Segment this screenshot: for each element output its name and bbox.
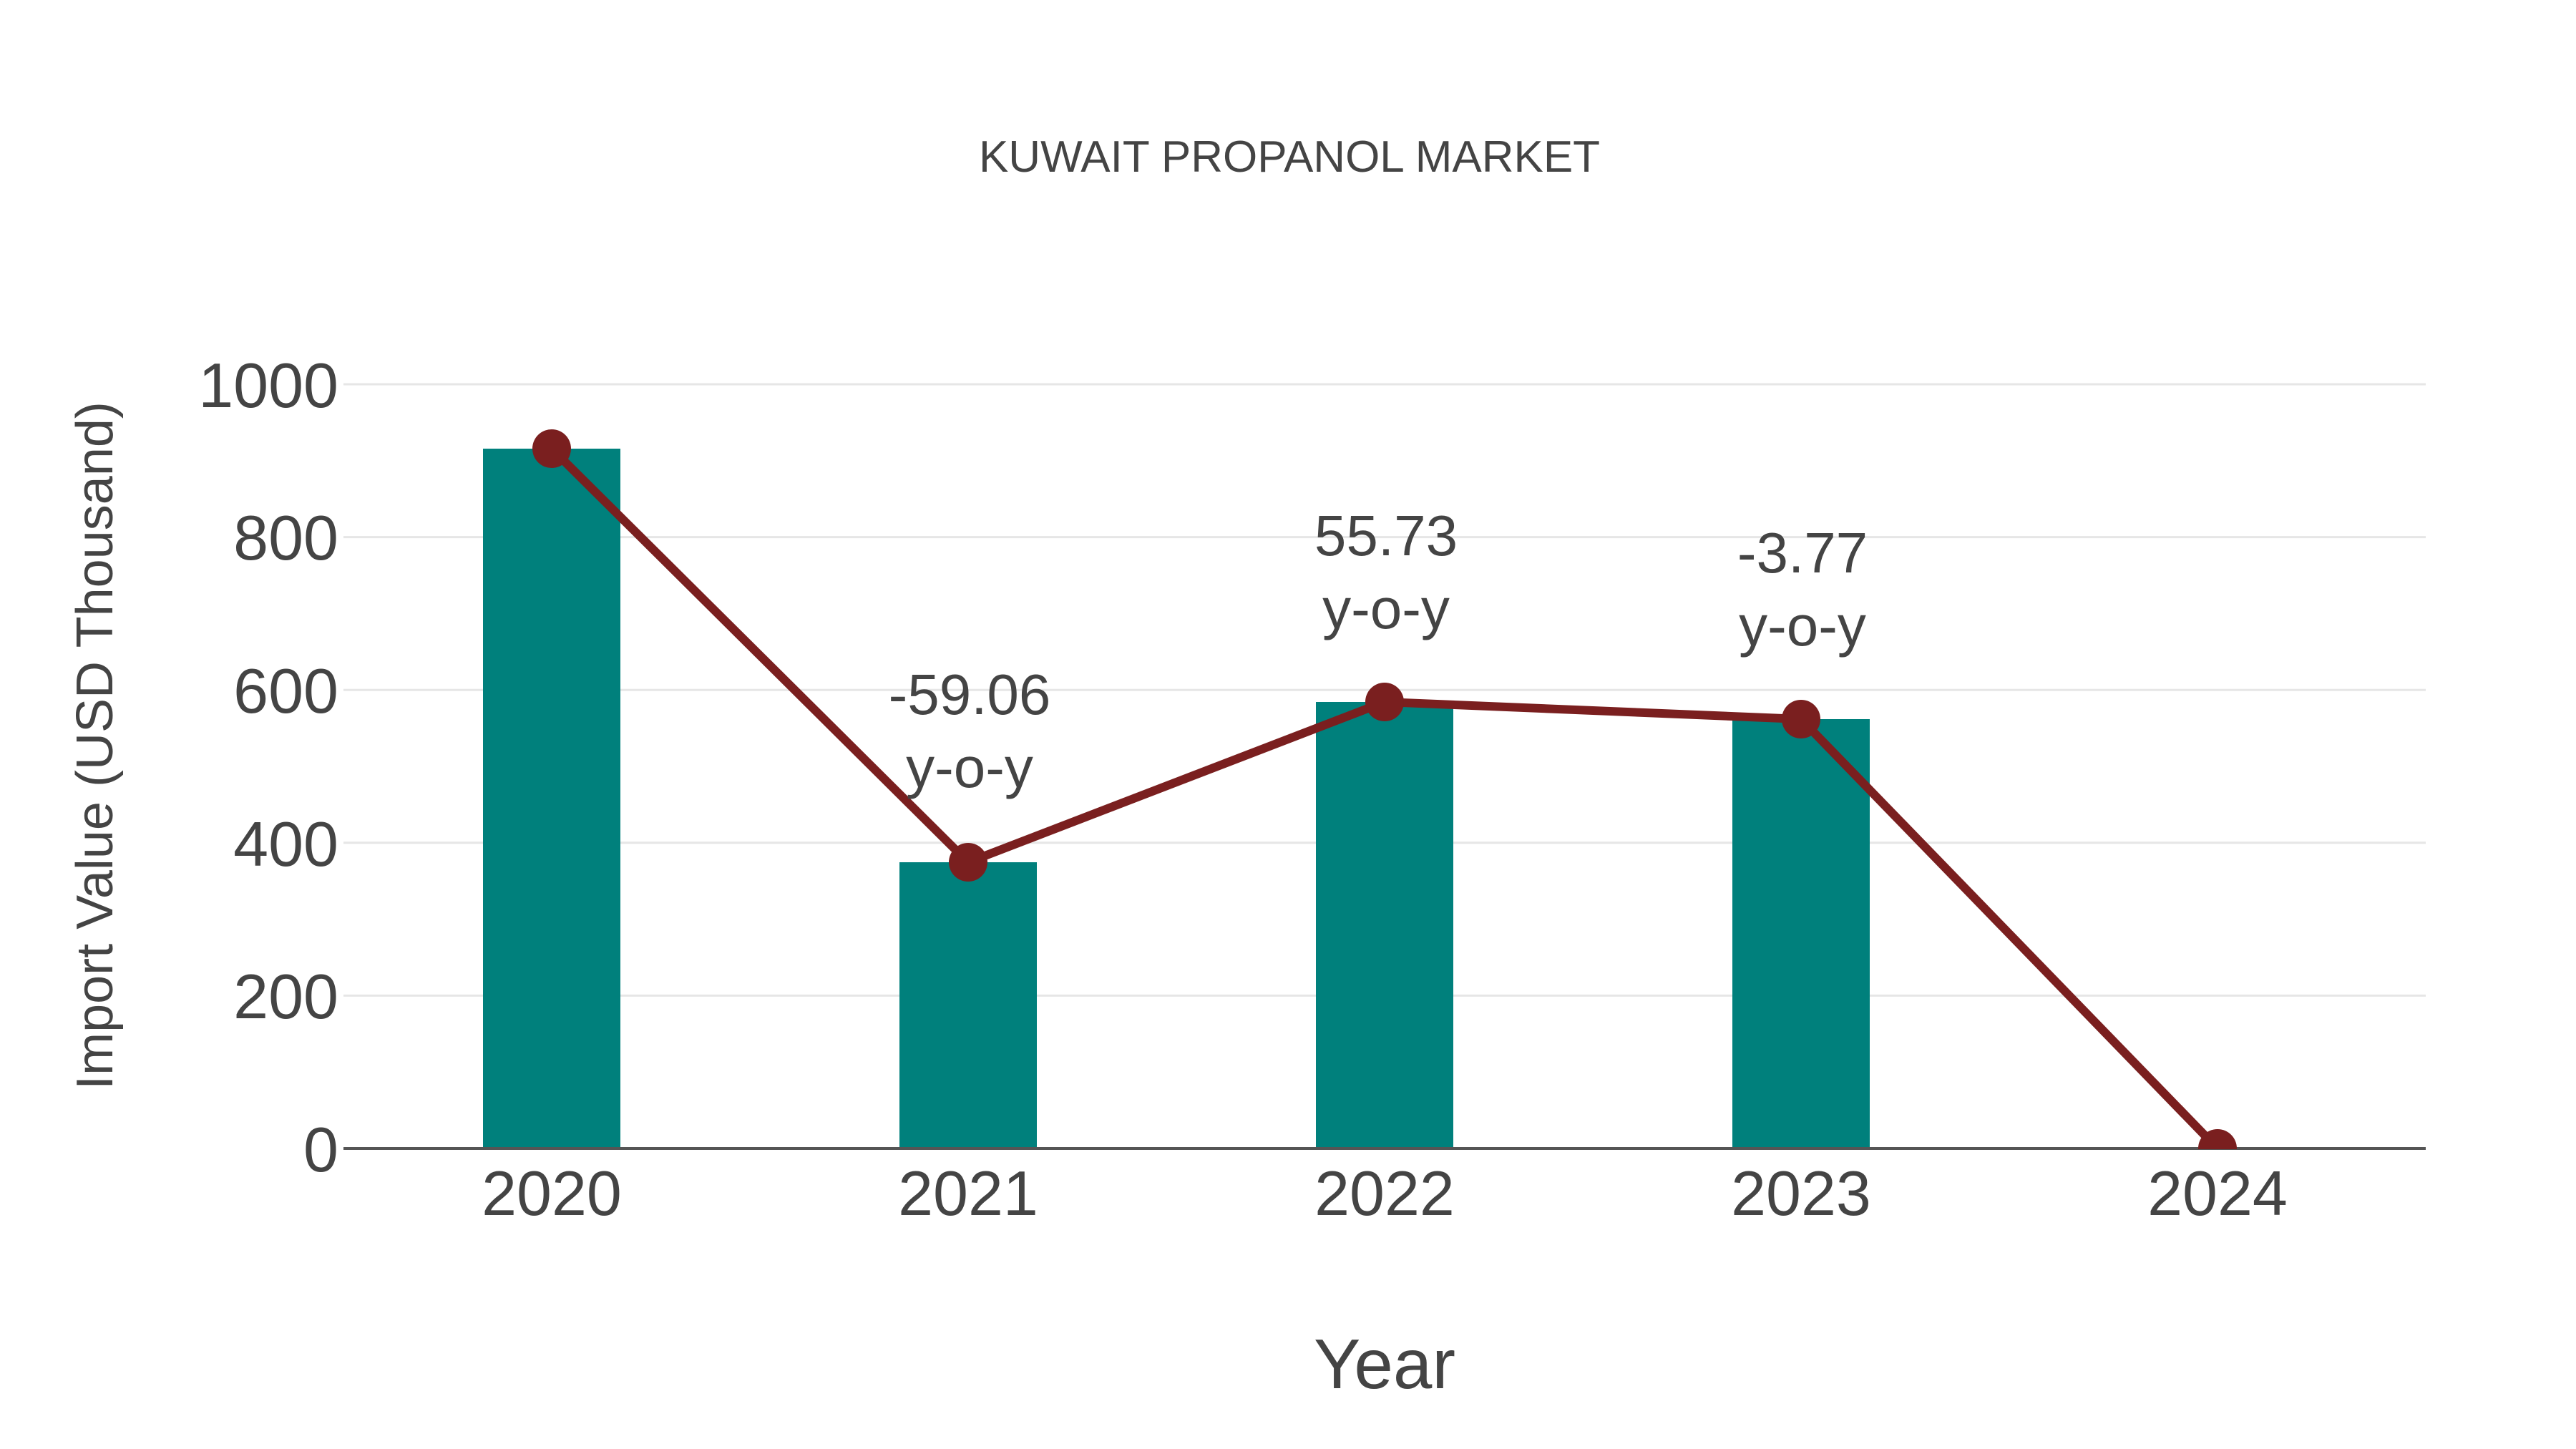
bar-2022[interactable] [1316,702,1453,1148]
annotation-2022-value: 55.73 [1314,504,1458,567]
line-series [532,429,2237,1168]
ytick-200: 200 [233,961,338,1032]
ytick-600: 600 [233,655,338,726]
bar-series [483,449,1870,1148]
annotation-2023-suffix: y-o-y [1739,594,1866,658]
xtick-2024: 2024 [2147,1158,2288,1229]
yoy-annotations: -59.06 y-o-y 55.73 y-o-y -3.77 y-o-y [889,504,1868,799]
xtick-2020: 2020 [482,1158,622,1229]
chart-title: KUWAIT PROPANOL MARKET [979,132,1600,182]
y-axis-title: Import Value (USD Thousand) [67,401,124,1090]
bar-2021[interactable] [899,862,1037,1148]
x-axis-ticks: 2020 2021 2022 2023 2024 [482,1158,2288,1229]
marker-2021[interactable] [949,843,987,882]
annotation-2022-suffix: y-o-y [1322,577,1450,640]
ytick-800: 800 [233,502,338,573]
bar-2023[interactable] [1732,719,1870,1148]
marker-2024[interactable] [2198,1129,2237,1168]
y-axis-ticks: 0 200 400 600 800 1000 [198,350,338,1185]
annotation-2021-suffix: y-o-y [906,736,1033,799]
annotation-2021-value: -59.06 [889,663,1051,726]
marker-2020[interactable] [532,429,571,468]
annotation-2023-value: -3.77 [1737,521,1868,585]
ytick-0: 0 [303,1114,338,1185]
xtick-2023: 2023 [1731,1158,1871,1229]
marker-2022[interactable] [1365,683,1404,721]
ytick-400: 400 [233,809,338,879]
x-axis-title: Year [1314,1324,1455,1403]
marker-2023[interactable] [1782,700,1820,738]
ytick-1000: 1000 [198,350,338,421]
xtick-2021: 2021 [898,1158,1038,1229]
bar-2020[interactable] [483,449,620,1148]
xtick-2022: 2022 [1314,1158,1455,1229]
